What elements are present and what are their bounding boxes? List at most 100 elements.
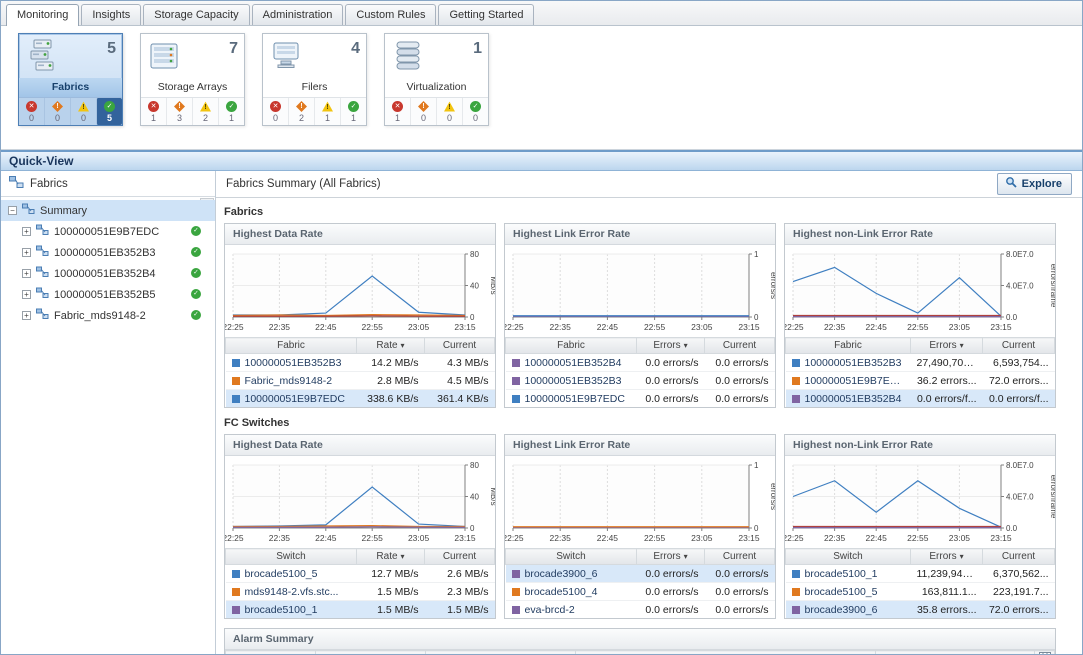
column-header-type[interactable]: Type: [425, 650, 576, 654]
column-header-sorted[interactable]: Errors: [636, 337, 705, 354]
tab-getting-started[interactable]: Getting Started: [438, 4, 535, 25]
status-critical[interactable]: 0: [410, 98, 436, 125]
status-warning[interactable]: 1: [314, 98, 340, 125]
table-row[interactable]: 100000051EB352B4 0.0 errors/s 0.0 errors…: [505, 353, 775, 372]
series-swatch: [231, 587, 240, 596]
value-cell: 0.0 errors/s: [636, 353, 705, 372]
table-row-selected[interactable]: brocade3900_6 35.8 errors... 72.0 errors…: [785, 600, 1055, 618]
column-header-current[interactable]: Current: [704, 548, 775, 565]
svg-text:22:55: 22:55: [362, 533, 384, 543]
status-fatal[interactable]: 0: [263, 98, 288, 125]
expand-icon[interactable]: [22, 269, 31, 278]
column-header-name[interactable]: Fabric: [225, 337, 357, 354]
table-row[interactable]: eva-brcd-2 0.0 errors/s 0.0 errors/s: [505, 600, 775, 618]
expand-icon[interactable]: [22, 290, 31, 299]
tree-item-fabric[interactable]: 100000051E9B7EDC: [1, 221, 215, 242]
tree-item-fabric[interactable]: 100000051EB352B5: [1, 284, 215, 305]
critical-count: 2: [298, 113, 304, 123]
column-header-name[interactable]: Switch: [225, 548, 357, 565]
column-header-time[interactable]: Time: [315, 650, 426, 654]
tab-storage-capacity[interactable]: Storage Capacity: [143, 4, 250, 25]
line-chart: 22:25 22:35 22:45 22:55 23:05 23:150.0 4.0E7.0…: [782, 456, 1058, 548]
current-cell: 6,593,754...: [982, 353, 1055, 372]
tab-custom-rules[interactable]: Custom Rules: [345, 4, 437, 25]
metric-table: Fabric Errors Current 100000051EB352B3 2…: [785, 337, 1055, 407]
svg-text:23:15: 23:15: [990, 322, 1012, 332]
explore-button[interactable]: Explore: [996, 173, 1072, 195]
column-header-instance-name[interactable]: Instance Name: [575, 650, 876, 654]
tile-fabrics[interactable]: 5 Fabrics 0 0 0 5: [18, 33, 123, 126]
svg-text:22:55: 22:55: [907, 322, 929, 332]
column-header-current[interactable]: Current: [424, 337, 495, 354]
tab-administration[interactable]: Administration: [251, 4, 344, 25]
series-swatch: [511, 376, 520, 385]
tree-item-fabric[interactable]: 100000051EB352B3: [1, 242, 215, 263]
sort-desc-icon: [957, 340, 964, 351]
column-header-name[interactable]: Fabric: [505, 337, 637, 354]
status-critical[interactable]: 0: [44, 98, 70, 125]
column-header-current[interactable]: Current: [982, 337, 1055, 354]
table-row-selected[interactable]: 100000051E9B7EDC 338.6 KB/s 361.4 KB/s: [225, 389, 495, 407]
tile-virtualization[interactable]: 1 Virtualization 1 0 0 0: [384, 33, 489, 126]
column-header-message[interactable]: Message: [875, 650, 1035, 654]
series-swatch: [231, 376, 240, 385]
collapse-icon[interactable]: [8, 206, 17, 215]
column-header-name[interactable]: Switch: [505, 548, 637, 565]
column-header-sev[interactable]: Sev: [225, 650, 316, 654]
sidebar-header: Fabrics: [1, 171, 215, 197]
table-row[interactable]: brocade5100_4 0.0 errors/s 0.0 errors/s: [505, 582, 775, 601]
table-row[interactable]: brocade5100_5 163,811.1... 223,191.7...: [785, 582, 1055, 601]
tree-item-fabric[interactable]: 100000051EB352B4: [1, 263, 215, 284]
expand-icon[interactable]: [22, 248, 31, 257]
value-cell: 0.0 errors/s: [636, 371, 705, 390]
column-header-sorted[interactable]: Errors: [910, 548, 983, 565]
table-row[interactable]: brocade5100_1 11,239,946... 6,370,562...: [785, 564, 1055, 583]
column-header-current[interactable]: Current: [982, 548, 1055, 565]
tab-insights[interactable]: Insights: [81, 4, 142, 25]
status-warning[interactable]: 0: [436, 98, 462, 125]
column-header-current[interactable]: Current: [424, 548, 495, 565]
table-row-selected[interactable]: brocade5100_1 1.5 MB/s 1.5 MB/s: [225, 600, 495, 618]
expand-icon[interactable]: [22, 227, 31, 236]
status-normal[interactable]: 0: [462, 98, 488, 125]
table-row-selected[interactable]: brocade3900_6 0.0 errors/s 0.0 errors/s: [505, 564, 775, 583]
expand-icon[interactable]: [22, 311, 31, 320]
status-normal[interactable]: 1: [340, 98, 366, 125]
table-row-selected[interactable]: 100000051EB352B4 0.0 errors/f... 0.0 err…: [785, 389, 1055, 407]
svg-text:22:35: 22:35: [824, 322, 846, 332]
tab-monitoring[interactable]: Monitoring: [6, 4, 80, 26]
table-row[interactable]: brocade5100_5 12.7 MB/s 2.6 MB/s: [225, 564, 495, 583]
table-row[interactable]: 100000051EB352B3 14.2 MB/s 4.3 MB/s: [225, 353, 495, 372]
status-normal[interactable]: 5: [96, 98, 122, 125]
status-fatal[interactable]: 1: [141, 98, 166, 125]
table-row[interactable]: mds9148-2.vfs.stc... 1.5 MB/s 2.3 MB/s: [225, 582, 495, 601]
column-header-sorted[interactable]: Errors: [636, 548, 705, 565]
tree-item-fabric[interactable]: Fabric_mds9148-2: [1, 305, 215, 326]
status-normal[interactable]: 1: [218, 98, 244, 125]
tile-filers[interactable]: 4 Filers 0 2 1 1: [262, 33, 367, 126]
status-critical[interactable]: 3: [166, 98, 192, 125]
status-critical[interactable]: 2: [288, 98, 314, 125]
status-fatal[interactable]: 0: [19, 98, 44, 125]
status-warning[interactable]: 2: [192, 98, 218, 125]
status-warning[interactable]: 0: [70, 98, 96, 125]
column-header-current[interactable]: Current: [704, 337, 775, 354]
tree-item-summary[interactable]: Summary: [1, 200, 215, 221]
column-header-name[interactable]: Switch: [785, 548, 911, 565]
table-row[interactable]: 100000051E9B7EDC 0.0 errors/s 0.0 errors…: [505, 389, 775, 407]
customize-columns-icon[interactable]: [1034, 650, 1055, 654]
svg-text:22:45: 22:45: [866, 533, 888, 543]
column-header-sorted[interactable]: Rate: [356, 337, 425, 354]
table-row[interactable]: 100000051E9B7EDC 36.2 errors... 72.0 err…: [785, 371, 1055, 390]
column-header-sorted[interactable]: Errors: [910, 337, 983, 354]
table-row[interactable]: 100000051EB352B3 27,490,703... 6,593,754…: [785, 353, 1055, 372]
current-cell: 223,191.7...: [982, 582, 1055, 601]
status-fatal[interactable]: 1: [385, 98, 410, 125]
table-row[interactable]: 100000051EB352B3 0.0 errors/s 0.0 errors…: [505, 371, 775, 390]
fc-switches-cards: Highest Data Rate 22:25 22:35 22:45 22:55 23…: [222, 434, 1072, 619]
tile-storage-arrays[interactable]: 7 Storage Arrays 1 3 2 1: [140, 33, 245, 126]
table-row[interactable]: Fabric_mds9148-2 2.8 MB/s 4.5 MB/s: [225, 371, 495, 390]
column-header-name[interactable]: Fabric: [785, 337, 911, 354]
column-header-sorted[interactable]: Rate: [356, 548, 425, 565]
name-cell: 100000051E9B7EDC: [225, 389, 357, 407]
